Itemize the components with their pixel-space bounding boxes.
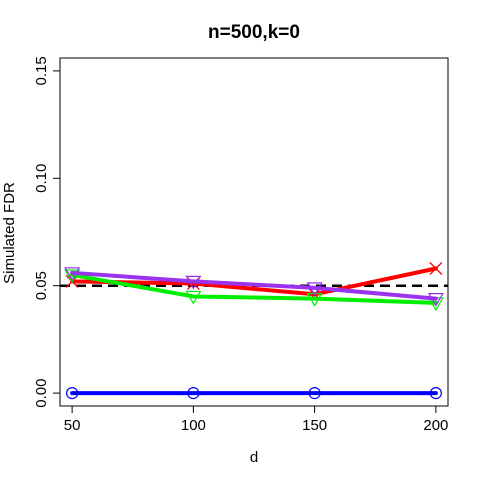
y-tick-label: 0.10 bbox=[33, 164, 50, 193]
x-tick-label: 200 bbox=[423, 417, 448, 434]
x-tick-label: 100 bbox=[181, 417, 206, 434]
data-point bbox=[66, 387, 79, 400]
series-line bbox=[70, 266, 438, 297]
data-point bbox=[429, 387, 442, 400]
series-1 bbox=[64, 269, 444, 312]
data-point bbox=[64, 269, 81, 284]
data-point bbox=[64, 267, 81, 282]
data-point bbox=[429, 262, 443, 275]
data-point bbox=[187, 387, 200, 400]
data-point bbox=[306, 282, 323, 297]
y-tick-label: 0.15 bbox=[33, 56, 50, 85]
plot-frame bbox=[59, 57, 449, 407]
axis-layer: 50 100 150 200 0.00 0.05 0.10 0.15 bbox=[33, 56, 448, 434]
data-point bbox=[185, 290, 202, 305]
series-line bbox=[70, 270, 438, 301]
data-point bbox=[306, 292, 323, 307]
y-axis-label: Simulated FDR bbox=[1, 182, 18, 284]
series-0 bbox=[65, 262, 443, 301]
x-tick-label: 150 bbox=[302, 417, 327, 434]
series-3 bbox=[66, 387, 442, 400]
y-tick-label: 0.00 bbox=[33, 379, 50, 408]
x-tick-label: 50 bbox=[64, 417, 81, 434]
series-line bbox=[70, 272, 438, 305]
x-axis-label: d bbox=[250, 449, 258, 466]
chart-title: n=500,k=0 bbox=[208, 22, 300, 43]
series-layer bbox=[64, 262, 444, 400]
data-point bbox=[427, 292, 444, 307]
y-tick-label: 0.05 bbox=[33, 271, 50, 300]
data-point bbox=[185, 275, 202, 290]
series-2 bbox=[64, 267, 444, 307]
data-point bbox=[308, 387, 321, 400]
